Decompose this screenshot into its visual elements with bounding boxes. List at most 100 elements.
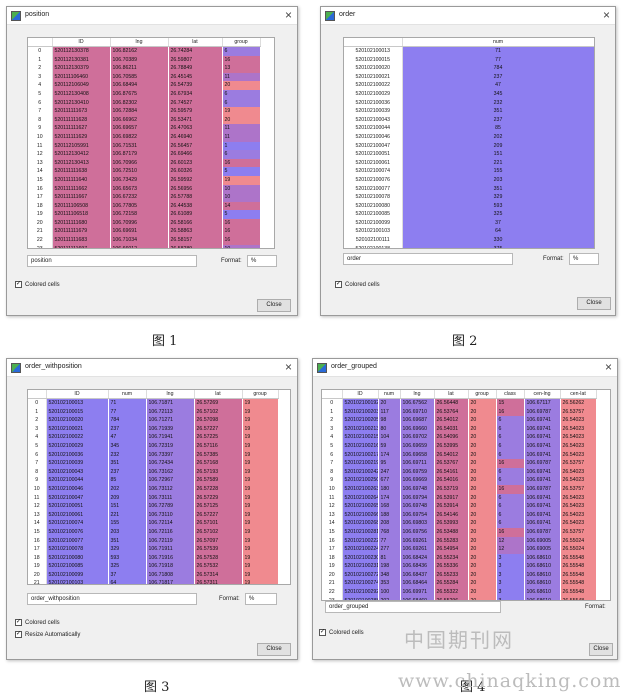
table-cell[interactable]: 237 [108, 424, 147, 434]
format-field[interactable]: % [247, 255, 277, 267]
table-cell[interactable]: 106.69754 [400, 510, 435, 520]
table-cell[interactable]: 98 [378, 416, 401, 425]
table-cell[interactable]: 10 [222, 193, 261, 202]
table-cell[interactable]: 26.57168 [194, 459, 243, 468]
column-header[interactable]: group [242, 390, 279, 399]
table-cell[interactable]: 6 [222, 46, 261, 56]
table-cell[interactable]: 106.72434 [146, 459, 195, 468]
table-cell[interactable]: 12 [496, 545, 525, 554]
table-cell[interactable]: 26.54739 [168, 81, 223, 90]
table-row[interactable]: 2 520102100205 98 106.69687 26.54012 20 6 106.6… [322, 416, 597, 425]
table-cell[interactable]: 77 [402, 55, 594, 65]
table-cell[interactable]: 155 [108, 519, 147, 528]
table-row[interactable]: 520102100103 64 [344, 227, 594, 237]
table-cell[interactable]: 20 [468, 450, 497, 460]
table-cell[interactable]: 26.57314 [194, 570, 243, 580]
table-cell[interactable]: 20 [468, 570, 497, 580]
table-cell[interactable]: 26.53995 [434, 441, 469, 451]
table-cell[interactable]: 520111111667 [52, 193, 111, 202]
table-cell[interactable]: 247 [378, 467, 401, 477]
table-cell[interactable]: 19 [242, 570, 279, 580]
table-row[interactable]: 20 520111111680 106.70996 26.58166 16 [28, 218, 261, 228]
table-row[interactable]: 520102100051 151 [344, 150, 594, 159]
table-cell[interactable]: 106.82302 [110, 98, 169, 108]
table-row[interactable]: 520102100044 85 [344, 124, 594, 133]
table-cell[interactable]: 3 [496, 562, 525, 571]
table-cell[interactable]: 19 [242, 424, 279, 434]
table-row[interactable]: 13 520102100061 221 106.73110 26.57227 19 [28, 510, 279, 520]
table-row[interactable]: 520102100029 345 [344, 89, 594, 99]
table-cell[interactable]: 106.69711 [400, 459, 435, 468]
table-cell[interactable]: 174 [378, 450, 401, 460]
table-cell[interactable]: 520112130408 [52, 89, 111, 99]
table-cell[interactable]: 26.54161 [434, 467, 469, 477]
table-row[interactable]: 10 520102100263 180 106.69748 26.53719 20 16 10… [322, 484, 597, 494]
table-cell[interactable]: 106.73110 [146, 510, 195, 520]
format-field[interactable]: % [569, 253, 599, 265]
table-cell[interactable]: 106.71939 [146, 424, 195, 434]
table-cell[interactable]: 106.69702 [400, 433, 435, 442]
table-cell[interactable]: 520111111697 [52, 244, 111, 248]
table-cell[interactable]: 20 [468, 527, 497, 537]
table-cell[interactable]: 19 [242, 579, 279, 584]
table-name-field[interactable]: order [343, 253, 513, 265]
table-cell[interactable]: 26.53757 [560, 407, 597, 417]
table-cell[interactable]: 520102100047 [46, 493, 109, 503]
table-row[interactable]: 1 520102100203 117 106.69710 26.53764 20 16 106… [322, 407, 597, 417]
table-cell[interactable]: 20 [468, 407, 497, 417]
table-cell[interactable]: 520102100085 [46, 562, 109, 571]
table-cell[interactable]: 26.56262 [560, 398, 597, 408]
table-cell[interactable]: 20 [468, 562, 497, 571]
column-header[interactable]: lng [146, 390, 195, 399]
table-cell[interactable]: 106.71271 [146, 416, 195, 425]
table-cell[interactable]: 520102100219 [342, 459, 379, 468]
table-cell[interactable]: 106.66012 [110, 244, 169, 248]
table-cell[interactable]: 232 [108, 450, 147, 460]
table-cell[interactable]: 19 [242, 398, 279, 408]
column-header[interactable]: class [496, 390, 525, 399]
column-header[interactable]: ID [52, 38, 111, 47]
table-cell[interactable]: 19 [242, 562, 279, 571]
table-cell[interactable]: 106.69803 [400, 519, 435, 528]
table-cell[interactable]: 106.73429 [110, 175, 169, 185]
table-cell[interactable]: 209 [108, 493, 147, 503]
table-row[interactable]: 7 520102100039 351 106.72434 26.57168 19 [28, 459, 279, 468]
table-cell[interactable]: 3 [496, 588, 525, 597]
table-cell[interactable]: 106.69741 [524, 519, 561, 528]
table-cell[interactable]: 26.69466 [168, 150, 223, 159]
table-cell[interactable]: 14 [222, 201, 261, 211]
table-cell[interactable]: 6 [496, 441, 525, 451]
close-button[interactable]: Close [257, 299, 291, 312]
column-header[interactable]: group [468, 390, 497, 399]
table-cell[interactable]: 15 [496, 398, 525, 408]
table-cell[interactable]: 520102100061 [46, 510, 109, 520]
table-cell[interactable]: 100 [378, 588, 401, 597]
table-cell[interactable]: 106.82162 [110, 46, 169, 56]
table-row[interactable]: 21 520102100274 353 106.68464 26.55284 20 3 106… [322, 579, 597, 589]
table-cell[interactable]: 26.53757 [560, 527, 597, 537]
table-cell[interactable]: 106.69741 [524, 510, 561, 520]
table-cell[interactable]: 520102100224 [342, 545, 379, 554]
table-cell[interactable]: 237 [402, 72, 594, 82]
table-row[interactable]: 6 520102100217 174 106.69658 26.54012 20 6 106.… [322, 450, 597, 460]
table-row[interactable]: 5 520112130408 106.87675 26.67934 6 [28, 89, 261, 99]
table-cell[interactable]: 26.53471 [168, 115, 223, 125]
column-header[interactable]: lat [168, 38, 223, 47]
table-cell[interactable]: 106.73162 [146, 467, 195, 477]
table-cell[interactable]: 26.57225 [194, 433, 243, 442]
table-cell[interactable]: 26.54023 [560, 424, 597, 434]
table-cell[interactable]: 520102100021 [46, 424, 109, 434]
table-cell[interactable]: 26.57269 [194, 398, 243, 408]
table-cell[interactable]: 5 [222, 210, 261, 219]
table-cell[interactable]: 520111111628 [52, 115, 111, 125]
table-cell[interactable]: 20 [468, 476, 497, 485]
table-cell[interactable]: 106.69822 [110, 132, 169, 142]
table-row[interactable]: 12 520112130412 106.87179 26.69466 6 [28, 150, 261, 159]
table-cell[interactable]: 106.72116 [146, 527, 195, 537]
table-cell[interactable]: 19 [242, 510, 279, 520]
table-row[interactable]: 19 520102100231 198 106.68436 26.55336 20 3 106… [322, 562, 597, 571]
table-cell[interactable]: 106.69741 [524, 424, 561, 434]
table-cell[interactable]: 325 [402, 210, 594, 219]
column-header[interactable]: ID [342, 390, 379, 399]
table-cell[interactable]: 203 [402, 175, 594, 185]
